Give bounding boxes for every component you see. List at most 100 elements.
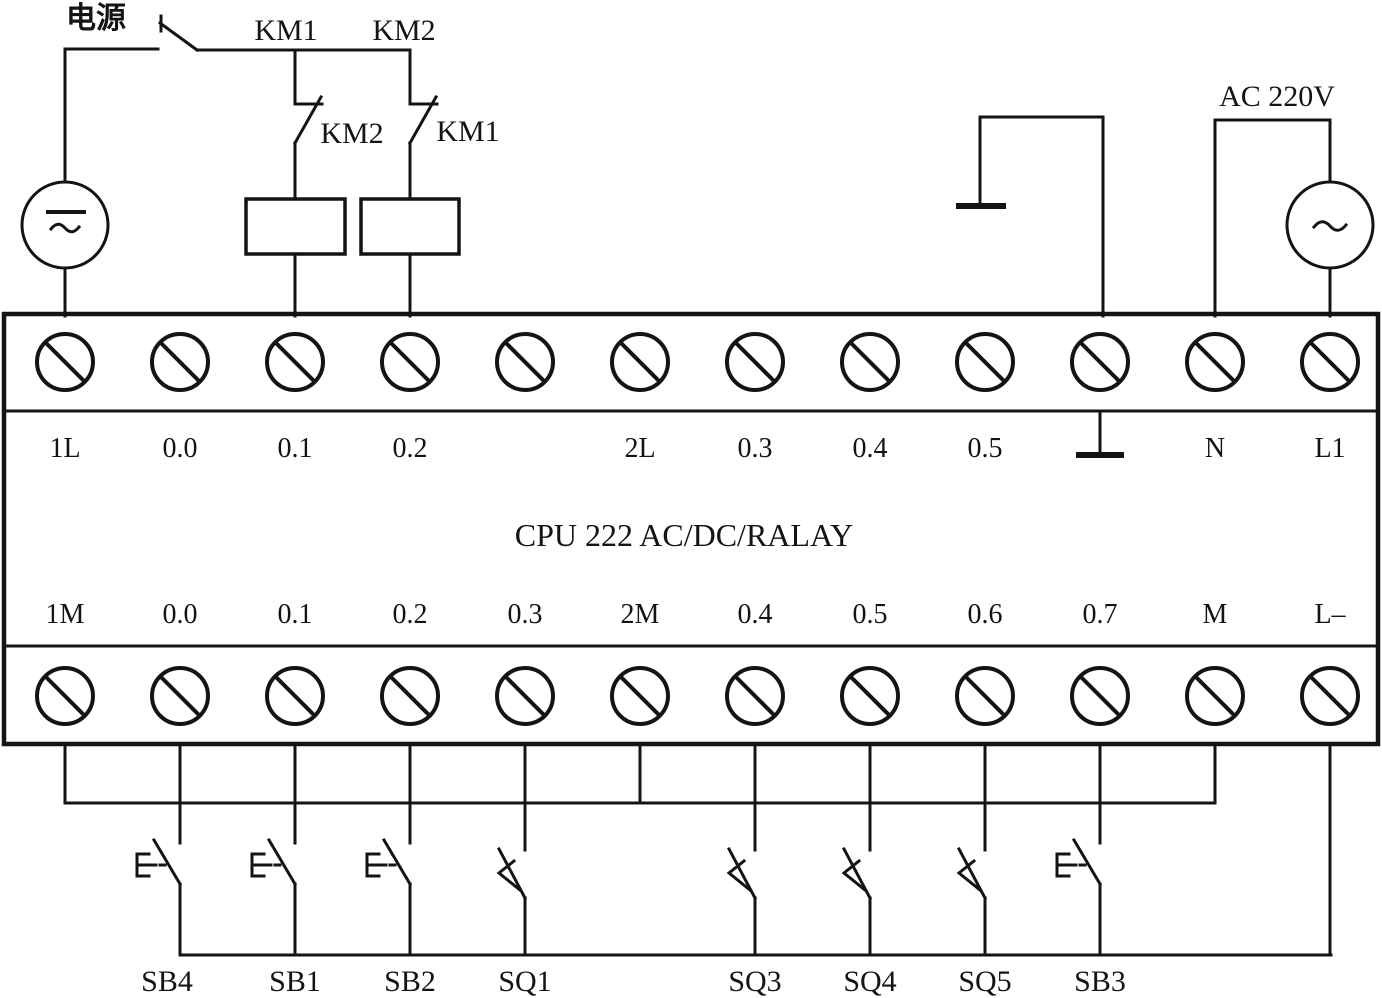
- terminal-label-bottom-7: 0.5: [853, 599, 888, 630]
- terminal-labels-top-row: 1L 0.0 0.1 0.2 2L 0.3 0.4 0.5 N L1: [49, 433, 1345, 464]
- screw-circle: [725, 666, 785, 726]
- terminal-labels-bottom-row: 1M 0.0 0.1 0.2 0.3 2M 0.4 0.5 0.6 0.7 M L–: [46, 599, 1347, 630]
- screw-terminal-icon-bottom-3: [380, 666, 440, 726]
- screw-terminal-icon-top-2: [265, 332, 325, 392]
- switch-label: SB1: [269, 965, 321, 998]
- screw-terminal-icon-bottom-7: [840, 666, 900, 726]
- screw-slot: [273, 674, 317, 718]
- screw-slot: [1193, 340, 1237, 384]
- screw-terminal-icon-bottom-2: [265, 666, 325, 726]
- screw-circle: [1070, 666, 1130, 726]
- terminal-label-top-8: 0.5: [968, 433, 1003, 464]
- screw-terminal-icon-bottom-8: [955, 666, 1015, 726]
- screw-circle: [840, 332, 900, 392]
- screw-terminal-icon-bottom-5: [610, 666, 670, 726]
- input-switch-SQ1: SQ1: [496, 742, 552, 998]
- screw-circle: [1300, 666, 1360, 726]
- terminal-label-bottom-9: 0.7: [1083, 599, 1118, 630]
- terminal-label-bottom-3: 0.2: [393, 599, 428, 630]
- pushbutton-actuator-icon: [1055, 852, 1071, 878]
- contact-lever: [266, 837, 298, 887]
- screw-circle: [495, 666, 555, 726]
- terminal-label-top-6: 0.3: [738, 433, 773, 464]
- switch-label: SB2: [384, 965, 436, 998]
- screw-slot: [503, 340, 547, 384]
- screw-slot: [273, 340, 317, 384]
- screw-terminal-icon-top-11: [1300, 332, 1360, 392]
- terminal-label-top-7: 0.4: [853, 433, 888, 464]
- screw-circle: [35, 666, 95, 726]
- screw-terminal-icon-top-6: [725, 332, 785, 392]
- screw-terminal-icon-bottom-1: [150, 666, 210, 726]
- screw-terminal-icon-top-7: [840, 332, 900, 392]
- terminal-label-top-2: 0.1: [278, 433, 313, 464]
- input-switch-SB1: SB1: [250, 742, 321, 998]
- screw-slot: [1308, 674, 1352, 718]
- input-switch-SB4: SB4: [135, 742, 193, 998]
- input-switches: SB4 SB1 SB2 SQ1 SQ3 SQ4 SQ5 SB3: [135, 742, 1126, 998]
- screw-circle: [150, 332, 210, 392]
- screw-circle: [1300, 332, 1360, 392]
- terminal-label-top-5: 2L: [624, 433, 655, 464]
- contact-lever: [1071, 837, 1103, 887]
- switch-label: SQ5: [958, 965, 1011, 998]
- screw-slot: [388, 674, 432, 718]
- screw-slot: [1078, 340, 1122, 384]
- terminal-label-bottom-6: 0.4: [738, 599, 773, 630]
- input-switch-SB2: SB2: [365, 742, 436, 998]
- km2-coil-box: [359, 197, 461, 256]
- terminal-label-bottom-4: 0.3: [508, 599, 543, 630]
- screw-slot: [618, 340, 662, 384]
- screw-circle: [1185, 666, 1245, 726]
- pe-ground-icon: [1076, 411, 1124, 458]
- km2-coil-branch: [359, 48, 461, 318]
- terminal-label-bottom-8: 0.6: [968, 599, 1003, 630]
- screw-slot: [1308, 340, 1352, 384]
- pushbutton-actuator-icon: [135, 852, 151, 878]
- screw-slot: [733, 674, 777, 718]
- input-switch-SQ3: SQ3: [726, 742, 782, 998]
- screw-circle: [380, 332, 440, 392]
- terminal-label-top-11: L1: [1314, 433, 1345, 464]
- km1-branch-label: KM1: [254, 14, 317, 47]
- screw-terminals-top-row: [35, 332, 1360, 392]
- ac-source-icon: [20, 180, 110, 270]
- pushbutton-actuator-icon: [365, 852, 381, 878]
- screw-slot: [733, 340, 777, 384]
- km1-interlock-label: KM1: [436, 115, 499, 148]
- screw-slot: [1193, 674, 1237, 718]
- terminal-label-bottom-11: L–: [1314, 599, 1346, 630]
- screw-terminal-icon-bottom-4: [495, 666, 555, 726]
- nc-contact-icon: [407, 94, 439, 146]
- terminal-label-bottom-10: M: [1203, 599, 1228, 630]
- power-source-label: 电源: [66, 2, 126, 35]
- ac-source-icon: [1285, 180, 1375, 270]
- limit-switch-roller-icon: [726, 858, 753, 893]
- screw-terminal-icon-top-10: [1185, 332, 1245, 392]
- screw-circle: [725, 332, 785, 392]
- screw-slot: [503, 674, 547, 718]
- nc-contact-icon: [292, 94, 324, 146]
- screw-slot: [963, 674, 1007, 718]
- screw-slot: [848, 340, 892, 384]
- switch-label: SQ1: [498, 965, 551, 998]
- km1-coil-branch: [244, 48, 347, 318]
- screw-terminal-icon-top-8: [955, 332, 1015, 392]
- screw-terminal-icon-top-1: [150, 332, 210, 392]
- screw-circle: [1185, 332, 1245, 392]
- input-switch-SQ4: SQ4: [841, 742, 897, 998]
- switch-label: SQ4: [843, 965, 896, 998]
- screw-terminal-icon-top-9: [1070, 332, 1130, 392]
- screw-circle: [150, 666, 210, 726]
- screw-circle: [35, 332, 95, 392]
- km2-branch-label: KM2: [372, 14, 435, 47]
- contact-lever: [151, 837, 183, 887]
- screw-terminal-icon-top-5: [610, 332, 670, 392]
- input-circuit: SB4 SB1 SB2 SQ1 SQ3 SQ4 SQ5 SB3: [63, 742, 1333, 998]
- screw-slot: [848, 674, 892, 718]
- terminal-label-bottom-1: 0.0: [163, 599, 198, 630]
- screw-circle: [955, 332, 1015, 392]
- pushbutton-actuator-icon: [250, 852, 266, 878]
- terminal-label-bottom-2: 0.1: [278, 599, 313, 630]
